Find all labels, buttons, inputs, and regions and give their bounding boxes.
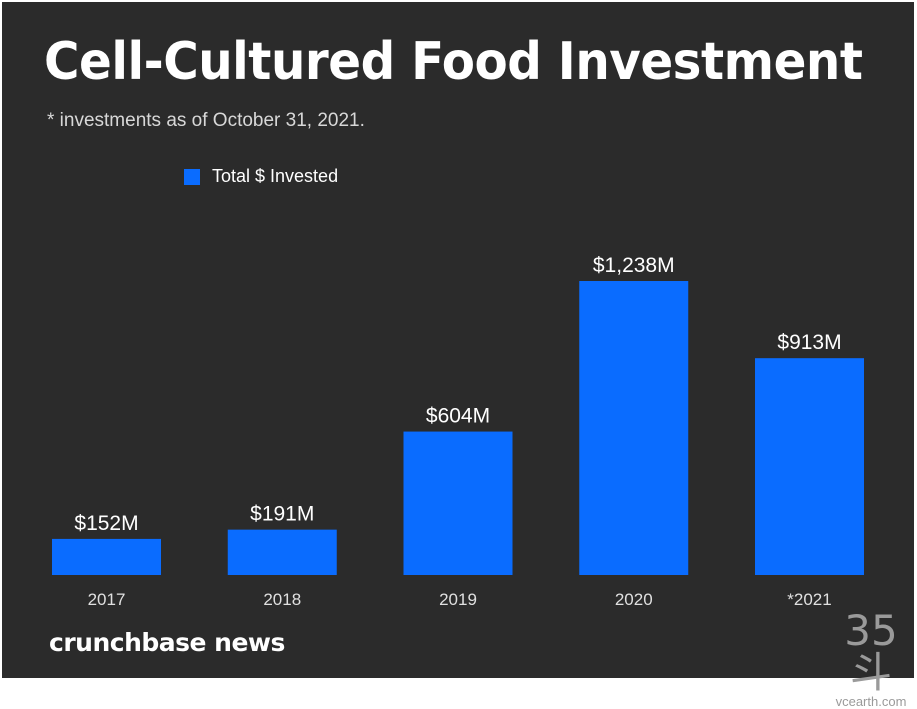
watermark-mark: 35斗 bbox=[844, 606, 898, 697]
data-label: $913M bbox=[777, 331, 841, 354]
watermark: 35斗 vcearth.com bbox=[828, 610, 914, 709]
bar-2019 bbox=[403, 431, 513, 575]
bar-2018 bbox=[227, 529, 337, 575]
data-label: $604M bbox=[426, 405, 490, 428]
bar-chart: $152M 2017 $191M 2018 $604M 2019 $1,238M 2020 $9… bbox=[52, 254, 864, 609]
watermark-site: vcearth.com bbox=[835, 694, 907, 709]
chart-subtitle: * investments as of October 31, 2021. bbox=[47, 110, 365, 131]
x-tick-label: *2021 bbox=[787, 590, 831, 609]
bar-2021 bbox=[755, 358, 864, 575]
legend: Total $ Invested bbox=[184, 166, 338, 187]
bar-2020 bbox=[579, 281, 689, 575]
data-label: $1,238M bbox=[593, 254, 675, 277]
brand-logo: crunchbase news bbox=[49, 628, 285, 657]
x-tick-label: 2017 bbox=[88, 590, 126, 609]
legend-swatch bbox=[184, 168, 200, 185]
x-tick-label: 2019 bbox=[439, 590, 477, 609]
x-tick-label: 2018 bbox=[263, 590, 301, 609]
bar-2017 bbox=[52, 538, 161, 575]
data-label: $191M bbox=[250, 503, 314, 526]
x-tick-label: 2020 bbox=[615, 590, 653, 609]
chart-title: Cell-Cultured Food Investment bbox=[44, 32, 863, 92]
data-label: $152M bbox=[74, 512, 138, 535]
legend-label: Total $ Invested bbox=[212, 166, 339, 186]
